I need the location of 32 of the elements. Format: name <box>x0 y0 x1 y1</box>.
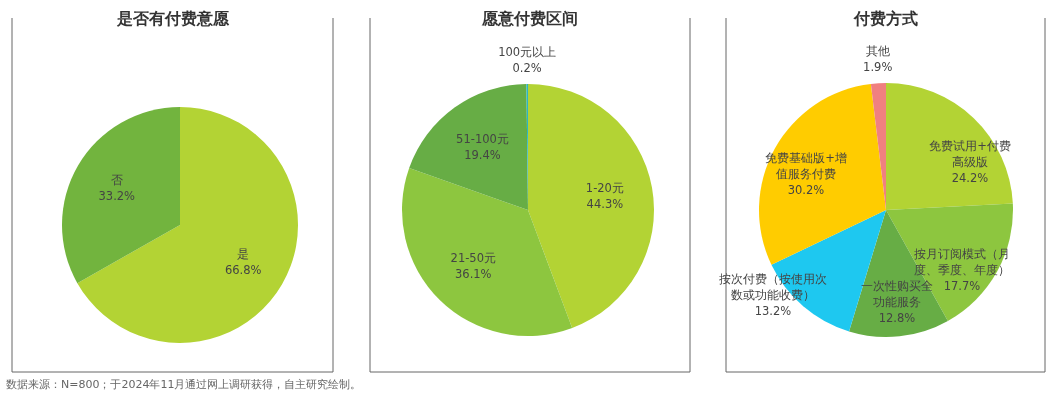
pie-slice <box>77 107 298 343</box>
pie-slice <box>402 168 573 336</box>
pie-slice <box>528 84 654 329</box>
data-label: 0.2% <box>512 61 542 75</box>
data-label: 12.8% <box>878 311 916 325</box>
slice-label: 51-100元 <box>456 131 509 146</box>
slice-label: 100元以上 <box>498 45 557 59</box>
slice-label: 是 <box>237 246 250 261</box>
data-label: 33.2% <box>98 189 136 204</box>
source-note: 数据来源：N=800；于2024年11月通过网上调研获得，自主研究绘制。 <box>6 378 362 391</box>
slice-label: 否 <box>110 173 123 188</box>
data-label: 44.3% <box>586 197 624 212</box>
data-label: 19.4% <box>464 147 501 162</box>
pie-slice <box>62 107 180 284</box>
pie-slice <box>886 83 1013 210</box>
chart-title: 愿意付费区间 <box>481 9 578 28</box>
chart-title: 付费方式 <box>852 9 918 28</box>
slice-label: 1-20元 <box>585 181 624 196</box>
data-label: 36.1% <box>455 266 492 281</box>
slice-label: 21-50元 <box>450 250 496 265</box>
data-label: 30.2% <box>787 183 825 197</box>
slice-label: 其他 <box>865 44 890 59</box>
pie-slice <box>759 83 886 265</box>
chart-title: 是否有付费意愿 <box>115 9 230 28</box>
pie-slice <box>409 84 528 210</box>
data-label: 66.8% <box>224 262 262 277</box>
data-label: 24.2% <box>951 171 989 185</box>
data-label: 13.2% <box>754 304 792 318</box>
data-label: 17.7% <box>943 279 981 293</box>
data-label: 1.9% <box>863 60 893 75</box>
slice-label: 一次性购买全功能服务 <box>861 279 933 309</box>
slice-label: 按次付费（按使用次数或功能收费） <box>719 272 827 302</box>
